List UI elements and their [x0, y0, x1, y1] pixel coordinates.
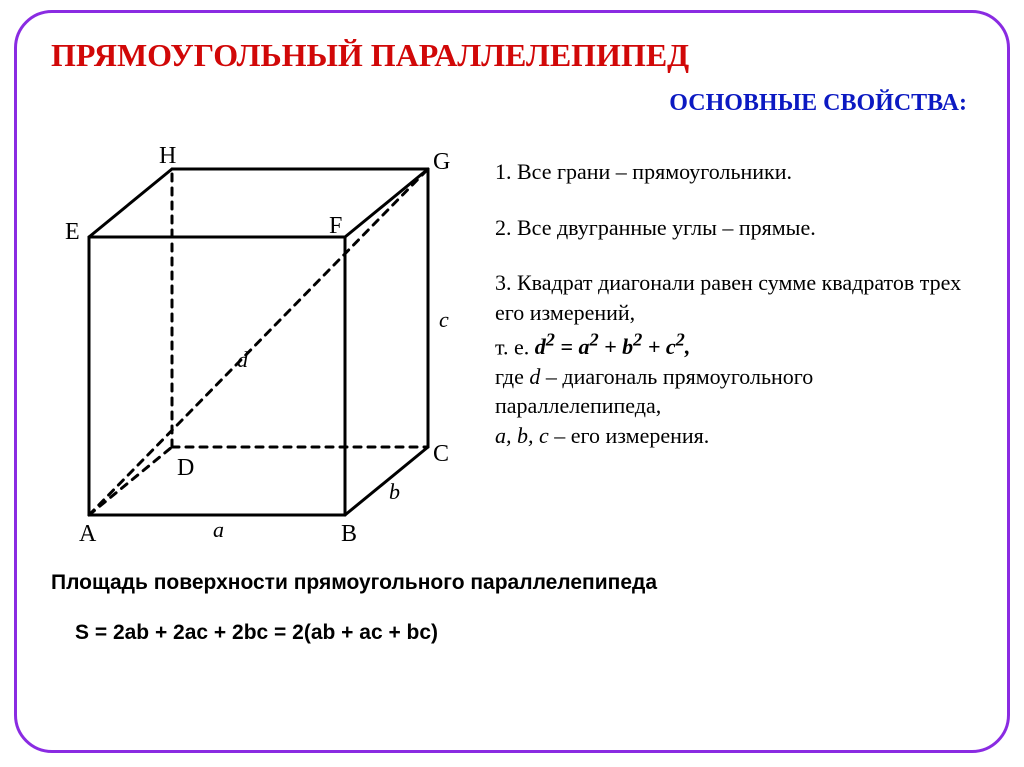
area-block: Площадь поверхности прямоугольного парал…	[51, 571, 977, 645]
properties-list: 1. Все грани – прямоугольники. 2. Все дву…	[487, 123, 977, 553]
slide-content: ПРЯМОУГОЛЬНЫЙ ПАРАЛЛЕЛЕПИПЕД ОСНОВНЫЕ СВ…	[47, 33, 977, 720]
svg-text:A: A	[79, 521, 97, 547]
diagram-container: A B C D E F G Ha b c d	[47, 123, 487, 553]
property-item: 1. Все грани – прямоугольники.	[495, 157, 977, 187]
content-row: A B C D E F G Ha b c d 1. Все грани – прямоугольни…	[47, 123, 977, 553]
svg-text:a: a	[213, 517, 224, 542]
property-item: 2. Все двугранные углы – прямые.	[495, 213, 977, 243]
svg-text:B: B	[341, 521, 357, 547]
cuboid-diagram: A B C D E F G Ha b c d	[47, 123, 487, 553]
svg-text:G: G	[433, 149, 450, 175]
slide-frame: ПРЯМОУГОЛЬНЫЙ ПАРАЛЛЕЛЕПИПЕД ОСНОВНЫЕ СВ…	[14, 10, 1010, 753]
svg-text:d: d	[237, 347, 249, 372]
svg-text:E: E	[65, 219, 80, 245]
area-title: Площадь поверхности прямоугольного парал…	[51, 571, 977, 595]
svg-text:c: c	[439, 307, 449, 332]
main-title: ПРЯМОУГОЛЬНЫЙ ПАРАЛЛЕЛЕПИПЕД	[51, 37, 977, 74]
area-formula: S = 2ab + 2ac + 2bc = 2(ab + ac + bc)	[75, 621, 977, 645]
svg-text:F: F	[329, 213, 342, 239]
svg-text:D: D	[177, 455, 194, 481]
subtitle: ОСНОВНЫЕ СВОЙСТВА:	[47, 90, 967, 117]
svg-text:H: H	[159, 143, 176, 169]
svg-text:b: b	[389, 479, 400, 504]
svg-text:C: C	[433, 441, 449, 467]
property-item: 3. Квадрат диагонали равен сумме квадрат…	[495, 268, 977, 450]
